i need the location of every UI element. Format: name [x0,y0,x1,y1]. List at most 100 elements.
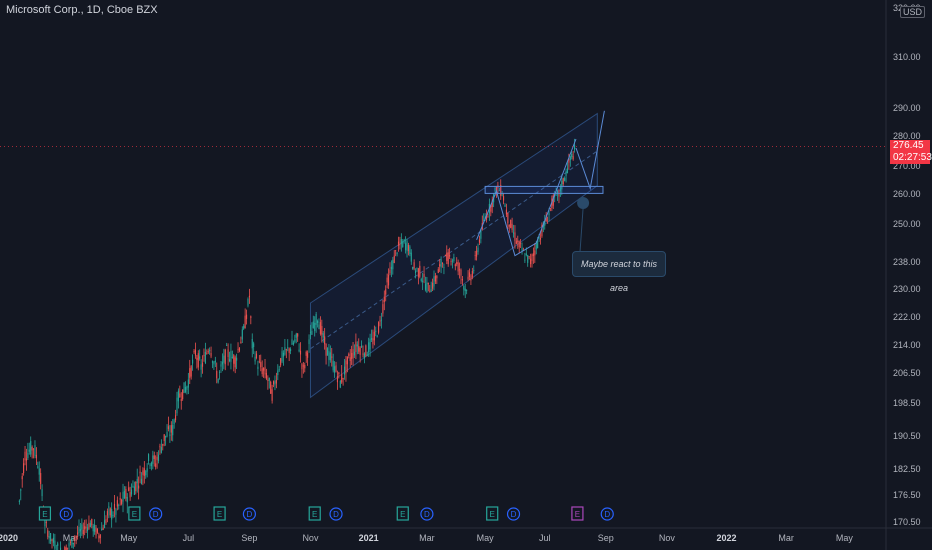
time-tick-label: Mar [778,533,794,543]
time-tick-label: 2021 [359,533,379,543]
candle-body [263,368,265,371]
candle-body [368,342,370,353]
candle-body [142,470,144,475]
candle-body [74,539,76,541]
candle-body [132,485,134,488]
candle-body [64,547,66,550]
annotation-note[interactable]: Maybe react to this area [572,251,666,293]
candle-body [92,525,94,532]
price-tick-label: 190.50 [893,431,921,441]
candle-body [508,224,510,227]
dividend-marker [420,507,434,521]
candle-body [359,347,361,355]
time-tick-label: Mar [63,533,79,543]
earnings-marker [38,506,52,521]
candle-body [304,364,306,369]
candle-body [128,487,130,491]
earnings-marker [213,506,226,521]
earnings-marker-label: E [132,510,137,519]
candle-body [223,355,225,363]
candle-body [358,346,360,352]
symbol-title[interactable]: Microsoft Corp., 1D, Cboe BZX [6,4,158,16]
candle-body [571,153,573,157]
candle-body [307,352,309,358]
candle-body [336,376,338,383]
candle-body [335,365,337,372]
candle-body [574,145,576,150]
current-price: 276.45 [893,140,924,151]
candle-body [275,380,277,384]
candle-body [149,464,151,466]
candle-body [370,338,373,340]
candle-body [510,219,512,228]
candle-body [324,336,326,345]
candle-body [246,314,248,319]
price-tick-label: 270.00 [893,161,921,171]
candle-body [561,180,563,190]
candle-body [213,361,215,365]
candle-body [524,259,526,261]
candle-body [204,351,206,364]
projection-path [575,110,605,191]
candle-body [413,262,415,269]
candle-body [545,216,547,222]
candle-body [331,356,333,358]
candle-body [294,339,296,342]
candle-body [268,377,270,381]
candle-body [501,194,503,196]
candle-body [284,347,286,355]
price-tick-label: 176.50 [893,490,921,500]
candle-body [199,356,201,359]
candle-body [251,338,253,349]
price-tick-label: 206.50 [893,368,921,378]
candle-body [253,343,255,348]
candle-body [236,357,238,361]
candle-body [99,534,101,539]
currency-badge[interactable]: USD [900,6,926,18]
time-tick-label: Mar [419,533,435,543]
candle-body [388,274,390,286]
candle-body [471,271,473,278]
candle-body [424,283,427,290]
candle-body [57,543,59,546]
candle-body [156,456,158,460]
candle-body [37,466,39,468]
candle-body [362,353,364,355]
earnings-marker-label: E [400,510,405,519]
candle-body [111,508,113,520]
candle-body [426,282,428,293]
candle-body [569,156,571,160]
candle-body [201,362,204,367]
earnings-marker [128,506,141,521]
candle-body [389,269,391,274]
annotation-anchor [577,197,590,209]
candle-body [81,524,83,530]
candle-body [504,204,506,207]
candle-body [214,360,216,363]
candle-body [255,353,258,358]
channel-midline [310,150,598,350]
candle-body [264,366,266,375]
candle-body [101,528,103,531]
candle-body [145,471,147,476]
candle-body [380,319,383,321]
dividend-marker [329,507,343,521]
time-tick-label: May [477,533,495,543]
candle-body [538,236,540,239]
candle-body [449,254,451,257]
candle-body [98,535,100,539]
candle-body [446,252,448,261]
candle-body [40,473,42,484]
candle-body [109,508,111,516]
candle-body [434,275,436,282]
candle-body [514,232,516,241]
candle-body [566,168,569,174]
candle-body [447,252,449,265]
candle-body [163,434,165,442]
candle-body [71,537,73,548]
candle-body [197,353,199,368]
price-tick-label: 230.00 [893,284,921,294]
candle-body [410,252,412,262]
time-tick-label: Sep [598,533,614,543]
